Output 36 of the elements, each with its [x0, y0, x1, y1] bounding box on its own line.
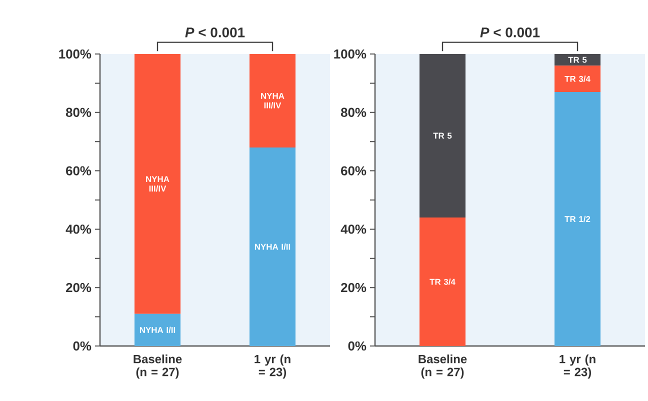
text: TR 5 [433, 132, 452, 139]
bar [250, 54, 296, 148]
x-tick-label: 1 yr (n = 23) [254, 354, 290, 379]
bar [554, 66, 601, 92]
text: NYHA I/II [140, 326, 176, 334]
bar [250, 147, 296, 346]
x-tick-label: Baseline (n = 27) [134, 354, 182, 379]
y-tick-label: 80% [340, 108, 366, 117]
text: TR 3/4 [430, 278, 456, 285]
y-tick-label: 40% [66, 224, 92, 234]
series-label: TR 3/4 [564, 76, 590, 82]
x-tick-label: 1 yr (n = 23) [560, 354, 596, 379]
y-tick-label: 60% [66, 166, 92, 176]
text: P < 0.001 [480, 27, 540, 38]
x-tick-label: Baseline (n = 27) [418, 354, 467, 379]
y-tick-label: 60% [341, 166, 366, 176]
series-label: TR 5 [568, 56, 587, 63]
series-label: NYHA I/II [254, 244, 290, 250]
y-tick-label: 100% [334, 49, 366, 59]
series-label: TR 1/2 [564, 216, 590, 222]
y-tick-label: 20% [66, 283, 92, 292]
bar [554, 54, 601, 66]
series-label: NYHA III/IV [261, 92, 284, 108]
bar [134, 314, 181, 346]
y-tick-label: 80% [66, 108, 92, 117]
y-tick-label: 100% [59, 49, 92, 59]
bar [420, 218, 466, 346]
y-tick-label: 0% [73, 341, 92, 351]
bar [134, 54, 181, 314]
text: P < 0.001 [185, 27, 245, 38]
bar [554, 92, 601, 346]
text: NYHA III/IV [146, 176, 170, 192]
bar [420, 54, 466, 218]
y-tick-label: 0% [348, 341, 366, 351]
y-tick-label: 40% [340, 224, 366, 234]
y-tick-label: 20% [341, 283, 366, 292]
